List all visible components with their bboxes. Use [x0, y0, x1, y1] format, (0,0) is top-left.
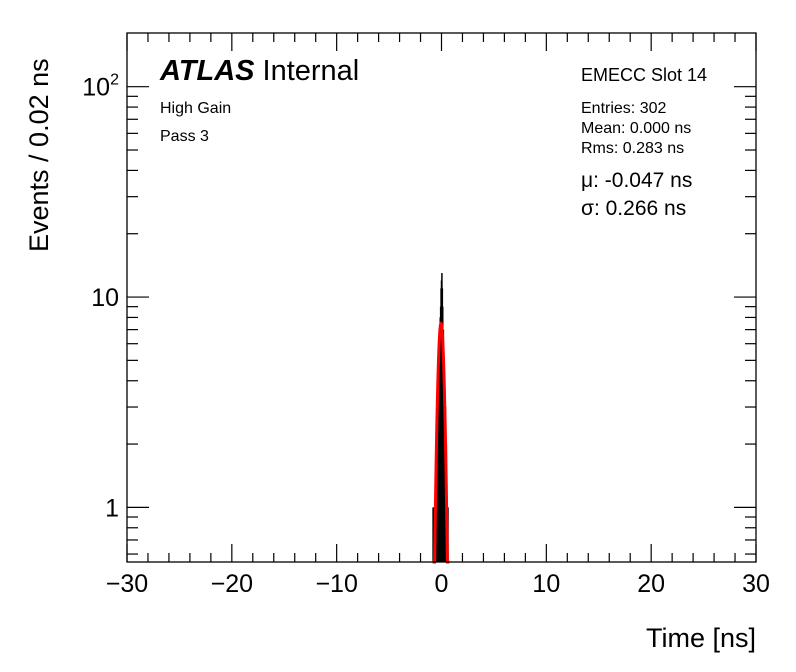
axis-tick-labels: −30 −20 −10 0 10 20 30 1 10 102	[82, 72, 770, 598]
slot-label: EMECC Slot 14	[581, 65, 707, 85]
atlas-label: ATLAS Internal	[159, 55, 359, 87]
x-tick-label: 30	[742, 570, 770, 598]
histogram-bar	[432, 507, 434, 562]
y-tick-label: 102	[82, 72, 119, 102]
x-tick-label: −10	[315, 570, 357, 598]
gaussian-fit-curve	[432, 321, 450, 564]
pass-label: Pass 3	[160, 128, 209, 145]
y-axis-label: Events / 0.02 ns	[24, 58, 54, 252]
y-tick-label: 10	[91, 284, 119, 312]
atlas-wordmark: ATLAS	[159, 55, 255, 87]
x-tick-label: 0	[435, 570, 449, 598]
y-tick-label: 1	[105, 494, 119, 522]
x-tick-label: 10	[532, 570, 560, 598]
x-tick-label: 20	[637, 570, 665, 598]
x-tick-label: −30	[106, 570, 148, 598]
rms-stat: Rms: 0.283 ns	[581, 140, 684, 157]
x-axis-label: Time [ns]	[646, 623, 756, 653]
mean-stat: Mean: 0.000 ns	[581, 120, 691, 137]
x-tick-label: −20	[211, 570, 253, 598]
gain-label: High Gain	[160, 100, 231, 117]
internal-label: Internal	[263, 55, 360, 87]
plot-data-layer	[432, 273, 450, 564]
fit-mu-stat: μ: -0.047 ns	[581, 169, 692, 192]
axis-ticks	[126, 33, 757, 562]
entries-stat: Entries: 302	[581, 100, 666, 117]
fit-sigma-stat: σ: 0.266 ns	[581, 197, 686, 220]
